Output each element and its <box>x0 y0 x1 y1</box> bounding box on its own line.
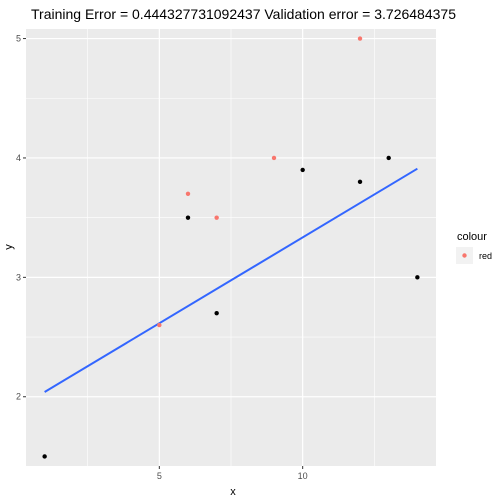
fit-line-layer <box>44 167 418 393</box>
x-axis-title: x <box>230 486 236 498</box>
y-tick-label: 3 <box>16 272 21 282</box>
data-point <box>271 155 277 161</box>
data-point <box>42 454 47 459</box>
y-axis-title: y <box>3 244 15 250</box>
x-tick-label: 5 <box>157 471 162 481</box>
y-tick-label: 2 <box>16 392 21 402</box>
data-point <box>415 275 420 280</box>
data-point <box>357 179 363 185</box>
x-tick-label: 10 <box>298 471 308 481</box>
data-points <box>42 36 420 459</box>
legend-swatch <box>462 253 467 258</box>
data-point <box>185 191 191 196</box>
legend-title: colour <box>457 231 487 243</box>
regression-line <box>44 167 418 393</box>
legend: colour red <box>456 231 492 264</box>
chart-title: Training Error = 0.444327731092437 Valid… <box>31 6 456 22</box>
data-point <box>300 167 305 173</box>
y-tick-label: 5 <box>16 34 21 44</box>
data-point <box>386 155 391 161</box>
axis-ticks: 5 10 2 3 4 5 <box>16 34 308 481</box>
grid-lines <box>26 29 436 466</box>
data-point <box>214 215 219 220</box>
y-tick-label: 4 <box>16 153 21 163</box>
data-point <box>357 36 363 41</box>
data-point <box>185 215 191 220</box>
data-point <box>157 322 162 328</box>
data-point <box>214 310 219 316</box>
legend-label: red <box>479 251 492 261</box>
